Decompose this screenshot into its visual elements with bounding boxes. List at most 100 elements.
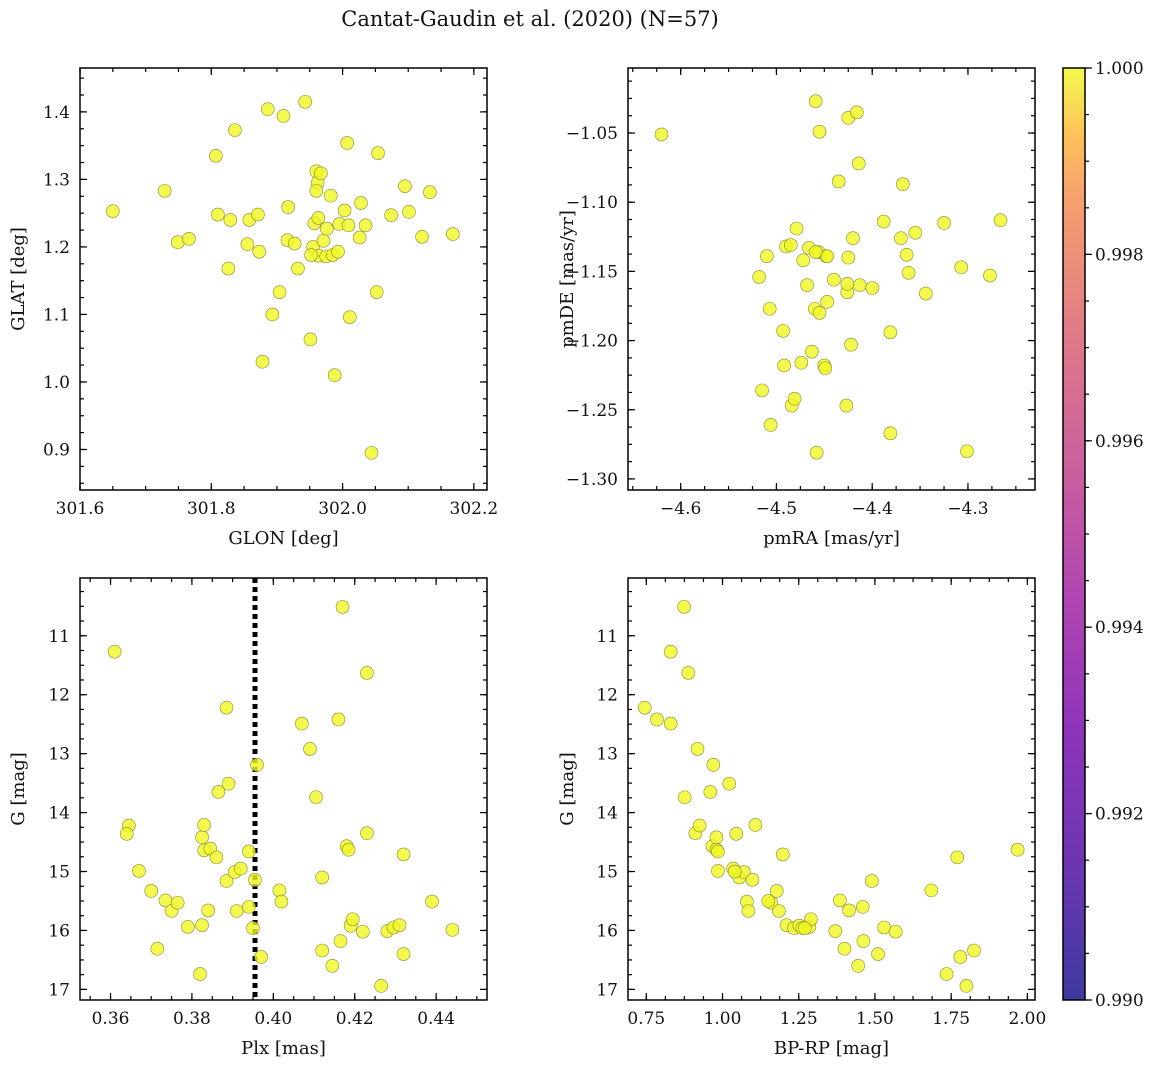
scatter-point (150, 941, 165, 956)
scatter-point (896, 177, 910, 192)
scatter-point (805, 344, 819, 359)
y-tick-label: −1.20 (566, 332, 618, 352)
scatter-point (352, 230, 367, 245)
scatter-point (345, 912, 360, 927)
scatter-point (789, 221, 804, 236)
scatter-point (812, 124, 827, 139)
scatter-point (144, 884, 159, 898)
scatter-point (219, 700, 234, 715)
scatter-point (254, 950, 268, 964)
scatter-point (706, 758, 721, 772)
x-axis-label: BP-RP [mag] (774, 1038, 889, 1059)
scatter-point (748, 818, 763, 832)
scatter-point (876, 214, 891, 229)
scatter-point (315, 943, 329, 958)
x-tick-label: −4.3 (947, 499, 988, 519)
scatter-point (650, 712, 664, 727)
scatter-point (663, 644, 678, 659)
scatter-point (358, 218, 373, 233)
scatter-point (398, 179, 412, 193)
scatter-point (248, 872, 262, 887)
scatter-point (229, 904, 244, 918)
scatter-point (924, 883, 939, 898)
scatter-point (637, 700, 652, 715)
scatter-point (221, 776, 236, 791)
scatter-point (901, 265, 916, 280)
scatter-point (272, 285, 287, 299)
scatter-point (762, 301, 777, 316)
scatter-point (722, 776, 737, 791)
x-axis-label: GLON [deg] (228, 528, 338, 549)
scatter-point (195, 830, 209, 845)
scatter-point (374, 979, 388, 993)
x-axis-label: pmRA [mas/yr] (763, 528, 900, 549)
scatter-point (954, 260, 969, 275)
y-tick-label: 13 (596, 745, 618, 765)
scatter-point (1010, 842, 1025, 857)
scatter-point (993, 213, 1008, 227)
y-axis-label: GLAT [deg] (8, 227, 29, 331)
scatter-point (415, 230, 429, 244)
scatter-point (246, 921, 260, 935)
colorbar-tick-label: 1.000 (1095, 59, 1144, 79)
scatter-point (796, 253, 811, 268)
scatter-point (763, 418, 778, 432)
scatter-point (360, 666, 374, 680)
scatter-point (298, 94, 312, 109)
y-tick-label: −1.25 (566, 401, 618, 421)
y-tick-label: 17 (48, 980, 70, 1000)
scatter-point (663, 716, 678, 731)
panel-glon-glat: 301.6 301.8 302.0 302.2 0.9 1.0 1.1 1.2 1.3 1.4 GL… (8, 67, 498, 549)
scatter-point (772, 904, 786, 918)
x-tick-label: −4.4 (852, 499, 893, 519)
y-tick-label: 0.9 (43, 440, 70, 460)
y-tick-label: 14 (48, 804, 70, 824)
scatter-point (396, 947, 411, 961)
scatter-point (865, 281, 880, 295)
scatter-point (276, 109, 291, 123)
scatter-point (846, 231, 860, 245)
scatter-point (240, 237, 255, 252)
scatter-point (364, 446, 379, 460)
scatter-point (729, 826, 744, 841)
scatter-point (304, 248, 318, 262)
scatter-point (919, 286, 933, 301)
scatter-point (709, 830, 724, 845)
scatter-point (865, 874, 879, 888)
scatter-point (769, 884, 784, 898)
y-tick-label: 13 (48, 745, 70, 765)
scatter-point (182, 232, 196, 246)
colorbar-tick-label: 0.998 (1095, 245, 1144, 265)
scatter-point (727, 864, 742, 879)
x-tick-label: 0.75 (627, 1009, 665, 1029)
scatter-point (211, 785, 226, 799)
scatter-point (837, 941, 852, 956)
scatter-point (251, 207, 265, 222)
y-axis-label: G [mag] (8, 752, 29, 825)
y-axis-label: pmDE [mas/yr] (557, 210, 578, 348)
scatter-point (157, 184, 172, 198)
scatter-point (250, 758, 264, 772)
scatter-point (337, 203, 352, 218)
scatter-point (396, 847, 411, 862)
y-tick-label: 14 (596, 804, 618, 824)
scatter-point (295, 716, 309, 731)
scatter-point (820, 295, 834, 309)
scatter-point (369, 285, 384, 299)
figure-title: Cantat-Gaudin et al. (2020) (N=57) (341, 7, 719, 31)
x-tick-label: 302.0 (318, 499, 367, 519)
y-tick-label: 12 (48, 686, 70, 706)
scatter-point (677, 600, 691, 614)
scatter-point (877, 920, 891, 935)
x-tick-label: 2.00 (1008, 1009, 1046, 1029)
scatter-point (844, 337, 858, 352)
scatter-point (274, 894, 289, 909)
scatter-point (343, 310, 357, 324)
scatter-point (341, 842, 356, 857)
scatter-point (820, 249, 834, 263)
scatter-point (291, 261, 305, 276)
colorbar-gradient (1063, 68, 1085, 1000)
y-tick-label: 1.2 (43, 238, 70, 258)
scatter-point (233, 861, 248, 876)
